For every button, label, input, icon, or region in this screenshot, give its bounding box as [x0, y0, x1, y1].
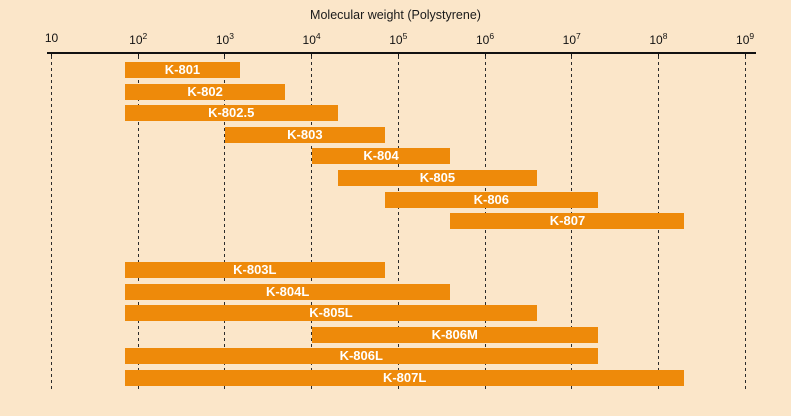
range-bar-K-805: K-805 — [337, 170, 538, 186]
x-axis-tick-label-10e5: 105 — [389, 31, 408, 47]
range-bar-K-805L: K-805L — [124, 305, 538, 322]
range-bar-K-806: K-806 — [384, 191, 598, 208]
x-axis-tick-label-10e4: 104 — [302, 31, 321, 47]
range-bar-K-804: K-804 — [311, 148, 451, 165]
range-bar-K-801: K-801 — [124, 62, 241, 78]
range-bar-K-803: K-803 — [224, 126, 385, 143]
bar-label-K-803L: K-803L — [233, 262, 277, 277]
bar-label-K-804: K-804 — [363, 148, 399, 164]
x-axis-tick-label-10e1: 10 — [44, 31, 59, 45]
bar-label-K-802.5: K-802.5 — [208, 105, 255, 121]
range-bar-K-806M: K-806M — [311, 326, 598, 343]
range-bar-K-802: K-802 — [124, 83, 286, 100]
chart-title: Molecular weight (Polystyrene) — [310, 8, 481, 22]
x-axis-tick-label-10e8: 108 — [649, 31, 668, 47]
bar-label-K-803: K-803 — [287, 126, 323, 142]
bar-label-K-805L: K-805L — [309, 305, 353, 321]
bar-label-K-806M: K-806M — [431, 326, 478, 342]
x-axis-tick-label-10e9: 109 — [736, 31, 755, 47]
gridline-10e1 — [51, 56, 52, 391]
range-bar-K-804L: K-804L — [124, 283, 451, 300]
gridline-10e3 — [224, 56, 226, 391]
x-axis-line — [47, 52, 756, 54]
range-bar-K-802.5: K-802.5 — [124, 105, 338, 122]
gridline-10e5 — [397, 56, 399, 391]
bar-label-K-801: K-801 — [164, 62, 201, 77]
gridline-10e4 — [311, 56, 313, 391]
bar-label-K-804L: K-804L — [265, 283, 310, 299]
x-axis-tick-label-10e6: 106 — [475, 31, 495, 47]
x-axis-tick-label-10e3: 103 — [215, 31, 234, 47]
bar-label-K-802: K-802 — [187, 83, 223, 99]
x-axis-tick-label-10e2: 102 — [129, 31, 148, 47]
bar-label-K-806: K-806 — [473, 191, 510, 207]
gridline-10e2 — [137, 56, 139, 391]
bar-label-K-806L: K-806L — [339, 348, 383, 364]
bar-label-K-807L: K-807L — [382, 370, 427, 385]
range-bar-K-807L: K-807L — [124, 370, 685, 386]
bar-label-K-805: K-805 — [419, 170, 456, 185]
range-bar-K-807: K-807 — [450, 213, 685, 230]
gridline-10e9 — [744, 56, 746, 391]
x-axis-tick-label-10e7: 107 — [562, 31, 581, 47]
range-bar-K-806L: K-806L — [124, 348, 598, 365]
bar-label-K-807: K-807 — [549, 213, 586, 229]
range-bar-K-803L: K-803L — [124, 262, 385, 278]
